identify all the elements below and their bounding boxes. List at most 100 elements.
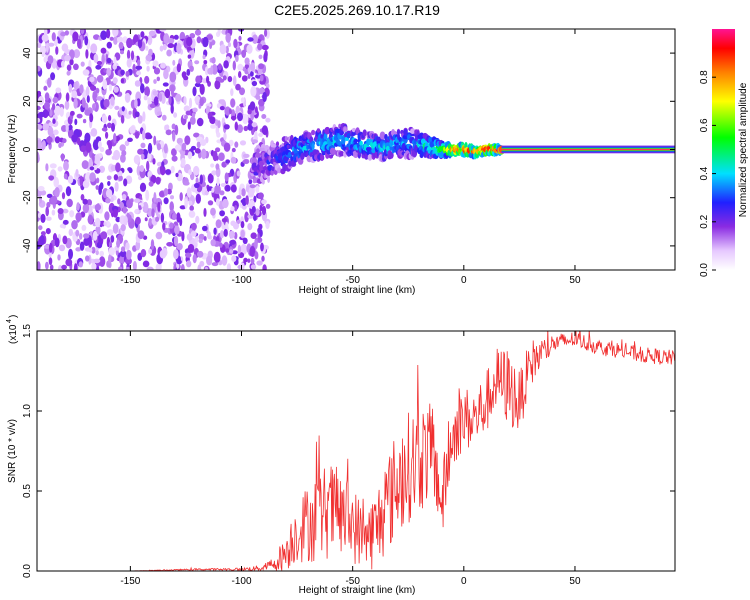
heatmap-cell bbox=[257, 87, 265, 95]
heatmap-cell bbox=[249, 184, 256, 189]
heatmap-cell bbox=[93, 258, 101, 264]
heatmap-cell bbox=[106, 57, 112, 64]
heatmap-x-tick-label: -150 bbox=[120, 275, 140, 286]
heatmap-cell bbox=[37, 124, 43, 130]
heatmap-cell bbox=[105, 197, 111, 204]
heatmap-cell bbox=[228, 230, 235, 239]
heatmap-cell bbox=[265, 83, 270, 89]
heatmap-cell bbox=[37, 65, 41, 72]
heatmap-cell bbox=[48, 175, 55, 181]
heatmap-cell bbox=[145, 45, 149, 51]
heatmap-cell bbox=[256, 260, 263, 266]
heatmap-cell bbox=[255, 95, 261, 100]
heatmap-cell bbox=[46, 201, 51, 208]
heatmap-cell bbox=[203, 236, 207, 241]
heatmap-cell bbox=[248, 186, 255, 197]
heatmap-cell bbox=[147, 152, 152, 162]
heatmap-cell bbox=[262, 264, 267, 270]
heatmap-cell bbox=[206, 34, 214, 40]
heatmap-cell bbox=[52, 96, 59, 104]
heatmap-cell bbox=[247, 223, 253, 231]
snr-x-tick-label: 0 bbox=[461, 576, 467, 587]
heatmap-cell bbox=[176, 243, 183, 251]
heatmap-cell bbox=[255, 74, 262, 79]
heatmap-cell bbox=[76, 202, 80, 211]
heatmap-cell bbox=[259, 204, 263, 212]
heatmap-cell bbox=[113, 174, 119, 181]
heatmap-cell bbox=[79, 233, 83, 240]
heatmap-cell bbox=[290, 155, 294, 162]
heatmap-cell bbox=[73, 263, 78, 270]
heatmap-cell bbox=[231, 255, 237, 262]
heatmap-cell bbox=[44, 92, 50, 101]
heatmap-cell bbox=[218, 152, 225, 161]
heatmap-cell bbox=[241, 49, 246, 58]
heatmap-cell bbox=[148, 30, 156, 37]
heatmap-cell bbox=[146, 266, 154, 270]
heatmap-cell bbox=[335, 128, 341, 134]
colorbar-ticks: 0.0 0.2 0.4 0.6 0.8 bbox=[699, 70, 716, 277]
heatmap-cell bbox=[49, 264, 54, 270]
heatmap-cell bbox=[255, 185, 260, 194]
heatmap-cell bbox=[106, 41, 113, 49]
heatmap-cell bbox=[262, 166, 268, 171]
heatmap-cell bbox=[247, 109, 252, 115]
heatmap-cell bbox=[126, 58, 132, 68]
heatmap-cell bbox=[144, 86, 151, 97]
heatmap-cell bbox=[189, 205, 194, 211]
heatmap-cell bbox=[53, 176, 59, 188]
heatmap-cell bbox=[69, 210, 75, 218]
heatmap-cell bbox=[85, 255, 90, 262]
heatmap-cell bbox=[159, 45, 164, 52]
heatmap-cell bbox=[76, 113, 83, 119]
heatmap-cell bbox=[173, 249, 179, 260]
heatmap-cell bbox=[112, 208, 118, 218]
heatmap-cell bbox=[105, 131, 109, 139]
heatmap-cell bbox=[113, 36, 118, 45]
heatmap-cell bbox=[63, 160, 69, 171]
heatmap-cell bbox=[257, 192, 264, 200]
heatmap-cell bbox=[110, 235, 115, 243]
snr-plot-area bbox=[37, 331, 675, 571]
heatmap-cell bbox=[258, 223, 263, 230]
heatmap-cell bbox=[51, 32, 56, 42]
heatmap-cell bbox=[105, 188, 113, 198]
heatmap-cell bbox=[105, 149, 112, 156]
heatmap-cell bbox=[227, 76, 233, 83]
heatmap-cell bbox=[155, 176, 161, 185]
heatmap-cell bbox=[116, 239, 121, 248]
heatmap-cell bbox=[198, 238, 203, 244]
heatmap-cell bbox=[189, 116, 196, 125]
heatmap-cell bbox=[148, 48, 153, 57]
heatmap-cell bbox=[228, 108, 232, 115]
heatmap-cell bbox=[139, 182, 147, 192]
heatmap-cell bbox=[186, 187, 192, 198]
heatmap-cell bbox=[188, 97, 193, 109]
heatmap-cell bbox=[140, 31, 145, 38]
heatmap-cell bbox=[106, 29, 111, 39]
heatmap-cell bbox=[170, 86, 174, 97]
colorbar-tick-label: 0.2 bbox=[699, 214, 710, 228]
heatmap-cell bbox=[96, 177, 100, 184]
snr-panel: -150 -100 -50 0 50 0.0 0.5 1.0 1.5 Height of st… bbox=[6, 315, 676, 596]
heatmap-cell bbox=[100, 97, 105, 109]
heatmap-cell bbox=[108, 140, 113, 151]
heatmap-cell bbox=[95, 136, 102, 143]
heatmap-cell bbox=[37, 152, 40, 163]
colorbar-tick-label: 0.8 bbox=[699, 70, 710, 84]
snr-x-ticks: -150 -100 -50 0 50 bbox=[120, 331, 581, 587]
heatmap-cell bbox=[190, 145, 197, 151]
heatmap-cell bbox=[262, 91, 267, 103]
heatmap-cell bbox=[172, 131, 176, 142]
heatmap-cell bbox=[127, 137, 133, 142]
heatmap-cell bbox=[170, 195, 174, 200]
heatmap-cell bbox=[167, 43, 175, 49]
heatmap-cell bbox=[232, 75, 237, 86]
heatmap-cell bbox=[146, 160, 150, 172]
heatmap-cell bbox=[64, 54, 71, 62]
heatmap-cell bbox=[250, 257, 255, 265]
heatmap-cell bbox=[214, 184, 221, 195]
heatmap-cell bbox=[162, 114, 167, 121]
heatmap-cell bbox=[83, 233, 90, 239]
